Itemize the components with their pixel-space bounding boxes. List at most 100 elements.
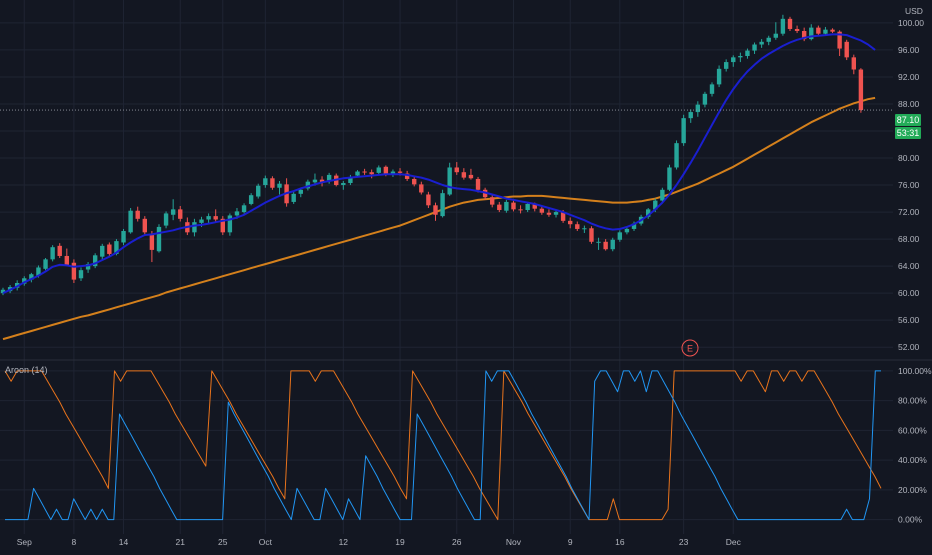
candle bbox=[263, 175, 268, 188]
candle-body bbox=[596, 241, 601, 243]
candle bbox=[490, 195, 495, 208]
candle bbox=[71, 259, 77, 284]
candle-body bbox=[156, 226, 162, 252]
candle bbox=[731, 55, 736, 67]
candle-body bbox=[170, 209, 176, 215]
grid-lines bbox=[0, 0, 893, 534]
event-marker[interactable]: E bbox=[681, 339, 699, 357]
time-axis[interactable]: Sep 8 14 21 25 Oct 12 19 26 Nov 9 16 23 Dec bbox=[17, 537, 742, 547]
candle bbox=[0, 287, 6, 296]
candle bbox=[518, 205, 523, 214]
candle-body bbox=[553, 212, 559, 215]
candle bbox=[624, 226, 630, 235]
candle-body bbox=[362, 171, 367, 173]
event-marker-circle bbox=[681, 339, 699, 357]
candle-body bbox=[546, 212, 552, 215]
time-tick-label: 8 bbox=[72, 537, 77, 547]
candle bbox=[539, 206, 545, 215]
candle bbox=[809, 24, 814, 41]
candle-body bbox=[475, 178, 481, 190]
candle bbox=[497, 201, 502, 213]
candle-body bbox=[305, 181, 311, 189]
aroon-title: Aroon (14) bbox=[5, 365, 48, 375]
countdown-badge-value: 53:31 bbox=[897, 128, 920, 138]
candle-body bbox=[256, 185, 261, 197]
candle-body bbox=[92, 255, 98, 267]
candle bbox=[163, 211, 169, 229]
sma-fast-line bbox=[2, 33, 876, 295]
candle-body bbox=[532, 203, 537, 209]
candle-body bbox=[440, 193, 445, 217]
candle-body bbox=[291, 193, 296, 202]
candle-body bbox=[213, 216, 218, 220]
aroon-series bbox=[4, 370, 882, 521]
candle bbox=[858, 68, 864, 113]
candle-body bbox=[582, 228, 587, 230]
candle bbox=[348, 174, 353, 186]
candle-body bbox=[220, 218, 225, 233]
candle bbox=[92, 253, 98, 269]
countdown-badge-bg bbox=[895, 127, 921, 139]
candle bbox=[192, 218, 197, 237]
candle-body bbox=[348, 176, 353, 184]
candle bbox=[723, 59, 729, 72]
candle-body bbox=[277, 183, 282, 188]
candle-body bbox=[490, 197, 495, 205]
candle-body bbox=[518, 209, 523, 211]
time-tick-label: 12 bbox=[339, 537, 349, 547]
price-axis[interactable]: 100.0096.0092.0088.0084.0080.0076.0072.0… bbox=[898, 18, 924, 352]
candle bbox=[468, 168, 474, 180]
candle bbox=[589, 226, 594, 244]
time-tick-label: 9 bbox=[568, 537, 573, 547]
candle bbox=[426, 191, 431, 209]
candle-body bbox=[107, 244, 112, 254]
candle-body bbox=[163, 213, 169, 226]
candle bbox=[617, 230, 623, 242]
candle-body bbox=[787, 18, 793, 29]
aroon_up-line bbox=[4, 370, 882, 521]
candle-body bbox=[326, 174, 332, 181]
candle-body bbox=[844, 41, 849, 58]
candle-body bbox=[745, 50, 750, 56]
candle-body bbox=[22, 278, 27, 284]
candle bbox=[660, 187, 665, 203]
candle-body bbox=[688, 112, 693, 119]
candle bbox=[213, 209, 218, 222]
aroon-axis[interactable]: 100.00% 80.00% 60.00% 40.00% 20.00% 0.00% bbox=[898, 366, 932, 525]
candle-body bbox=[64, 255, 70, 265]
candle bbox=[142, 216, 147, 236]
candle bbox=[582, 225, 587, 234]
candle-body bbox=[355, 171, 360, 176]
candle bbox=[759, 39, 764, 48]
sma-fast-layer bbox=[2, 33, 876, 295]
candle-body bbox=[752, 44, 757, 51]
time-tick-label: Oct bbox=[259, 537, 273, 547]
candle-body bbox=[645, 209, 651, 217]
time-tick-label: 19 bbox=[395, 537, 405, 547]
candle-body bbox=[794, 28, 800, 31]
candle-body bbox=[766, 37, 771, 42]
candle bbox=[830, 28, 835, 34]
price-tick-label: 76.00 bbox=[898, 180, 920, 190]
candle-body bbox=[128, 210, 133, 233]
candle bbox=[568, 217, 573, 229]
candle bbox=[702, 91, 708, 108]
candle bbox=[475, 176, 481, 193]
price-tick-label: 52.00 bbox=[898, 342, 920, 352]
time-tick-label: 23 bbox=[679, 537, 689, 547]
time-tick-label: 21 bbox=[176, 537, 186, 547]
candle bbox=[227, 213, 233, 236]
candle-body bbox=[71, 262, 77, 280]
candle-body bbox=[816, 27, 821, 34]
candle bbox=[461, 168, 467, 180]
candle bbox=[376, 165, 381, 175]
candle bbox=[766, 35, 771, 46]
candle bbox=[50, 245, 55, 262]
candle-body bbox=[142, 218, 147, 233]
candle-body bbox=[227, 215, 233, 233]
candle-body bbox=[419, 184, 424, 193]
candle-body bbox=[653, 200, 658, 210]
candle-body bbox=[738, 55, 743, 58]
time-tick-label: 14 bbox=[119, 537, 129, 547]
